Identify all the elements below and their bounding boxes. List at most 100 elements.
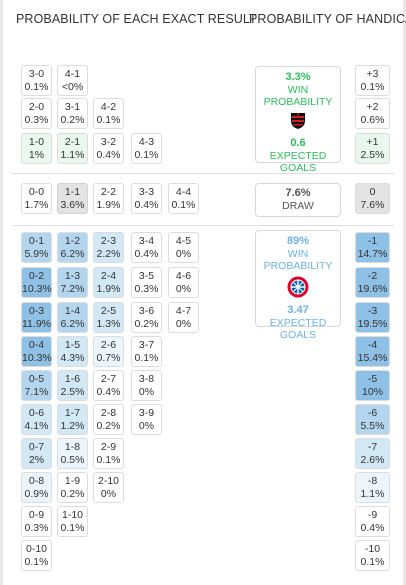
score-label: 2-0 [28,101,45,113]
score-label: 3-2 [100,136,117,148]
score-probability: 1.9% [96,283,121,295]
score-probability: 2.2% [96,248,121,260]
draw-label: DRAW [282,200,314,212]
score-probability: 0.5% [60,454,85,466]
handicap-header: PROBABILITY OF HANDICAP [249,12,406,26]
score-cell: 2-3 2.2% [93,232,124,263]
score-cell: 0-8 0.9% [21,472,52,503]
score-label: 1-5 [64,339,81,351]
handicap-label: -5 [367,373,378,385]
score-label: 2-10 [97,475,119,487]
score-cell: 0-5 7.1% [21,370,52,401]
score-label: 1-8 [64,441,81,453]
score-probability: 0.2% [134,318,159,330]
score-label: 4-7 [175,305,192,317]
handicap-label: 0 [369,186,376,198]
score-label: 0-7 [28,441,45,453]
score-cell: 4-3 0.1% [131,133,162,164]
score-cell: 0-3 11.9% [21,302,52,333]
handicap-probability: 15.4% [357,352,388,364]
score-probability: 1.3% [96,318,121,330]
handicap-cell: -9 0.4% [355,506,390,537]
score-label: 0-10 [25,543,47,555]
handicap-probability: 5.5% [360,420,385,432]
score-label: 2-3 [100,235,117,247]
score-label: 2-7 [100,373,117,385]
handicap-probability: 19.5% [357,318,388,330]
score-label: 4-4 [175,186,192,198]
score-label: 3-3 [138,186,155,198]
handicap-label: +1 [366,136,379,148]
flamengo-crest-icon [256,112,340,135]
handicap-label: -9 [367,509,378,521]
score-label: 1-0 [28,136,45,148]
score-label: 2-4 [100,270,117,282]
score-cell: 2-5 1.3% [93,302,124,333]
score-probability: 10.3% [22,283,52,295]
score-probability: 0% [175,248,192,260]
score-probability: 0.1% [24,556,49,568]
handicap-cell: -1 14.7% [355,232,390,263]
away-win-label: WIN PROBABILITY [263,248,333,272]
score-cell: 2-6 0.7% [93,336,124,367]
score-label: 1-2 [64,235,81,247]
score-probability: 11.9% [22,318,51,330]
score-probability: 0% [138,386,155,398]
score-probability: 0.3% [24,522,49,534]
handicap-probability: 19.6% [357,283,388,295]
score-label: 1-4 [64,305,81,317]
draw-probability: 7.6% [285,187,311,199]
score-label: 0-2 [28,270,45,282]
score-cell: 3-4 0.4% [131,232,162,263]
score-probability: 6.2% [60,318,85,330]
score-cell: 2-4 1.9% [93,267,124,298]
score-label: 4-2 [100,101,117,113]
score-probability: 1.9% [96,199,121,211]
draw-card: 7.6% DRAW [255,183,341,217]
handicap-label: -3 [367,305,378,317]
score-label: 0-3 [28,305,45,317]
score-cell: 1-1 3.6% [57,183,88,214]
score-probability: 0.1% [134,149,159,161]
score-cell: 0-7 2% [21,438,52,469]
score-cell: 1-5 4.3% [57,336,88,367]
handicap-probability: 2.5% [360,149,385,161]
handicap-probability: 0.4% [360,522,385,534]
score-cell: 0-9 0.3% [21,506,52,537]
handicap-cell: 0 7.6% [355,183,390,214]
score-probability: 0.2% [60,114,85,126]
score-label: 1-3 [64,270,81,282]
score-probability: 0.4% [134,248,159,260]
handicap-cell: -8 1.1% [355,472,390,503]
score-cell: 4-6 0% [168,267,199,298]
score-cell: 0-1 5.9% [21,232,52,263]
handicap-cell: -5 10% [355,370,390,401]
score-label: 1-10 [61,509,83,521]
score-probability: 4.1% [24,420,49,432]
score-label: 0-9 [28,509,45,521]
score-probability: 0.3% [134,283,159,295]
score-cell: 2-2 1.9% [93,183,124,214]
score-probability: 0.1% [171,199,196,211]
score-probability: 0.1% [24,81,49,93]
handicap-cell: -2 19.6% [355,267,390,298]
score-cell: 2-1 1.1% [57,133,88,164]
score-cell: 4-2 0.1% [93,98,124,129]
score-label: 3-6 [138,305,155,317]
away-win-probability: 89% [286,235,310,247]
handicap-cell: -7 2.6% [355,438,390,469]
score-label: 1-6 [64,373,81,385]
score-probability: 0.4% [96,386,121,398]
score-cell: 2-9 0.1% [93,438,124,469]
home-expected-goals-label: EXPECTED GOALS [269,150,327,174]
score-label: 3-9 [138,407,155,419]
score-label: 2-9 [100,441,117,453]
score-cell: 0-4 10.3% [21,336,52,367]
handicap-probability: 0.6% [360,114,385,126]
score-cell: 3-2 0.4% [93,133,124,164]
score-probability: 0.9% [24,488,49,500]
score-label: 1-7 [64,407,81,419]
handicap-label: +3 [366,68,379,80]
score-cell: 3-0 0.1% [21,65,52,96]
